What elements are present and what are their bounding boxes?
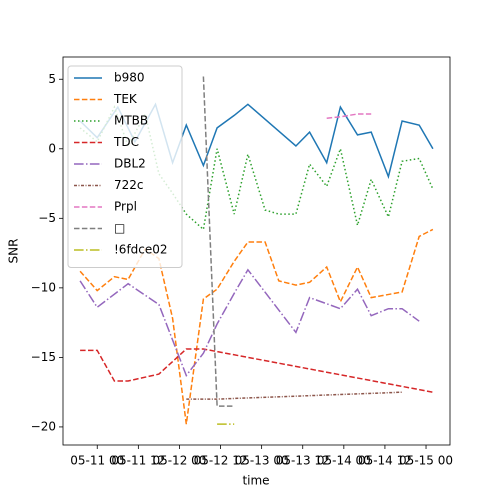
x-tick-label: 05-12 00 [152, 454, 206, 468]
legend-box [67, 65, 183, 268]
series-line [79, 228, 434, 425]
legend-label: !6fdce02 [114, 243, 168, 257]
series-line [326, 113, 372, 119]
plot-frame [62, 56, 451, 446]
x-tick-label: 05-12 12 [194, 454, 248, 468]
y-tick-label: −5 [38, 211, 56, 225]
legend-label: □ [114, 221, 125, 235]
x-axis-label: time [242, 474, 269, 488]
x-tick-label: 05-13 12 [276, 454, 330, 468]
y-tick-label: 0 [48, 141, 56, 155]
x-tick-label: 05-15 00 [399, 454, 453, 468]
series-line [202, 76, 235, 407]
legend-label: DBL2 [114, 157, 146, 171]
x-tick-label: 05-13 00 [235, 454, 289, 468]
legend-label: 722c [114, 178, 144, 192]
series-line [79, 268, 420, 378]
legend-label: TEK [113, 92, 138, 106]
legend-label: b980 [114, 71, 145, 85]
series-line [80, 348, 434, 393]
x-tick-label: 05-11 00 [70, 454, 124, 468]
legend-label: MTBB [114, 114, 148, 128]
legend-label: TDC [113, 135, 139, 149]
y-tick-label: −20 [31, 419, 56, 433]
x-tick-label: 05-14 00 [317, 454, 371, 468]
y-tick-label: −15 [31, 350, 56, 364]
y-tick-label: −10 [31, 280, 56, 294]
series-line [186, 391, 403, 400]
y-axis-label: SNR [7, 239, 21, 264]
x-tick-label: 05-14 12 [358, 454, 412, 468]
x-tick-label: 05-11 12 [111, 454, 165, 468]
legend-label: Prpl [114, 200, 137, 214]
y-tick-label: 5 [48, 72, 56, 86]
